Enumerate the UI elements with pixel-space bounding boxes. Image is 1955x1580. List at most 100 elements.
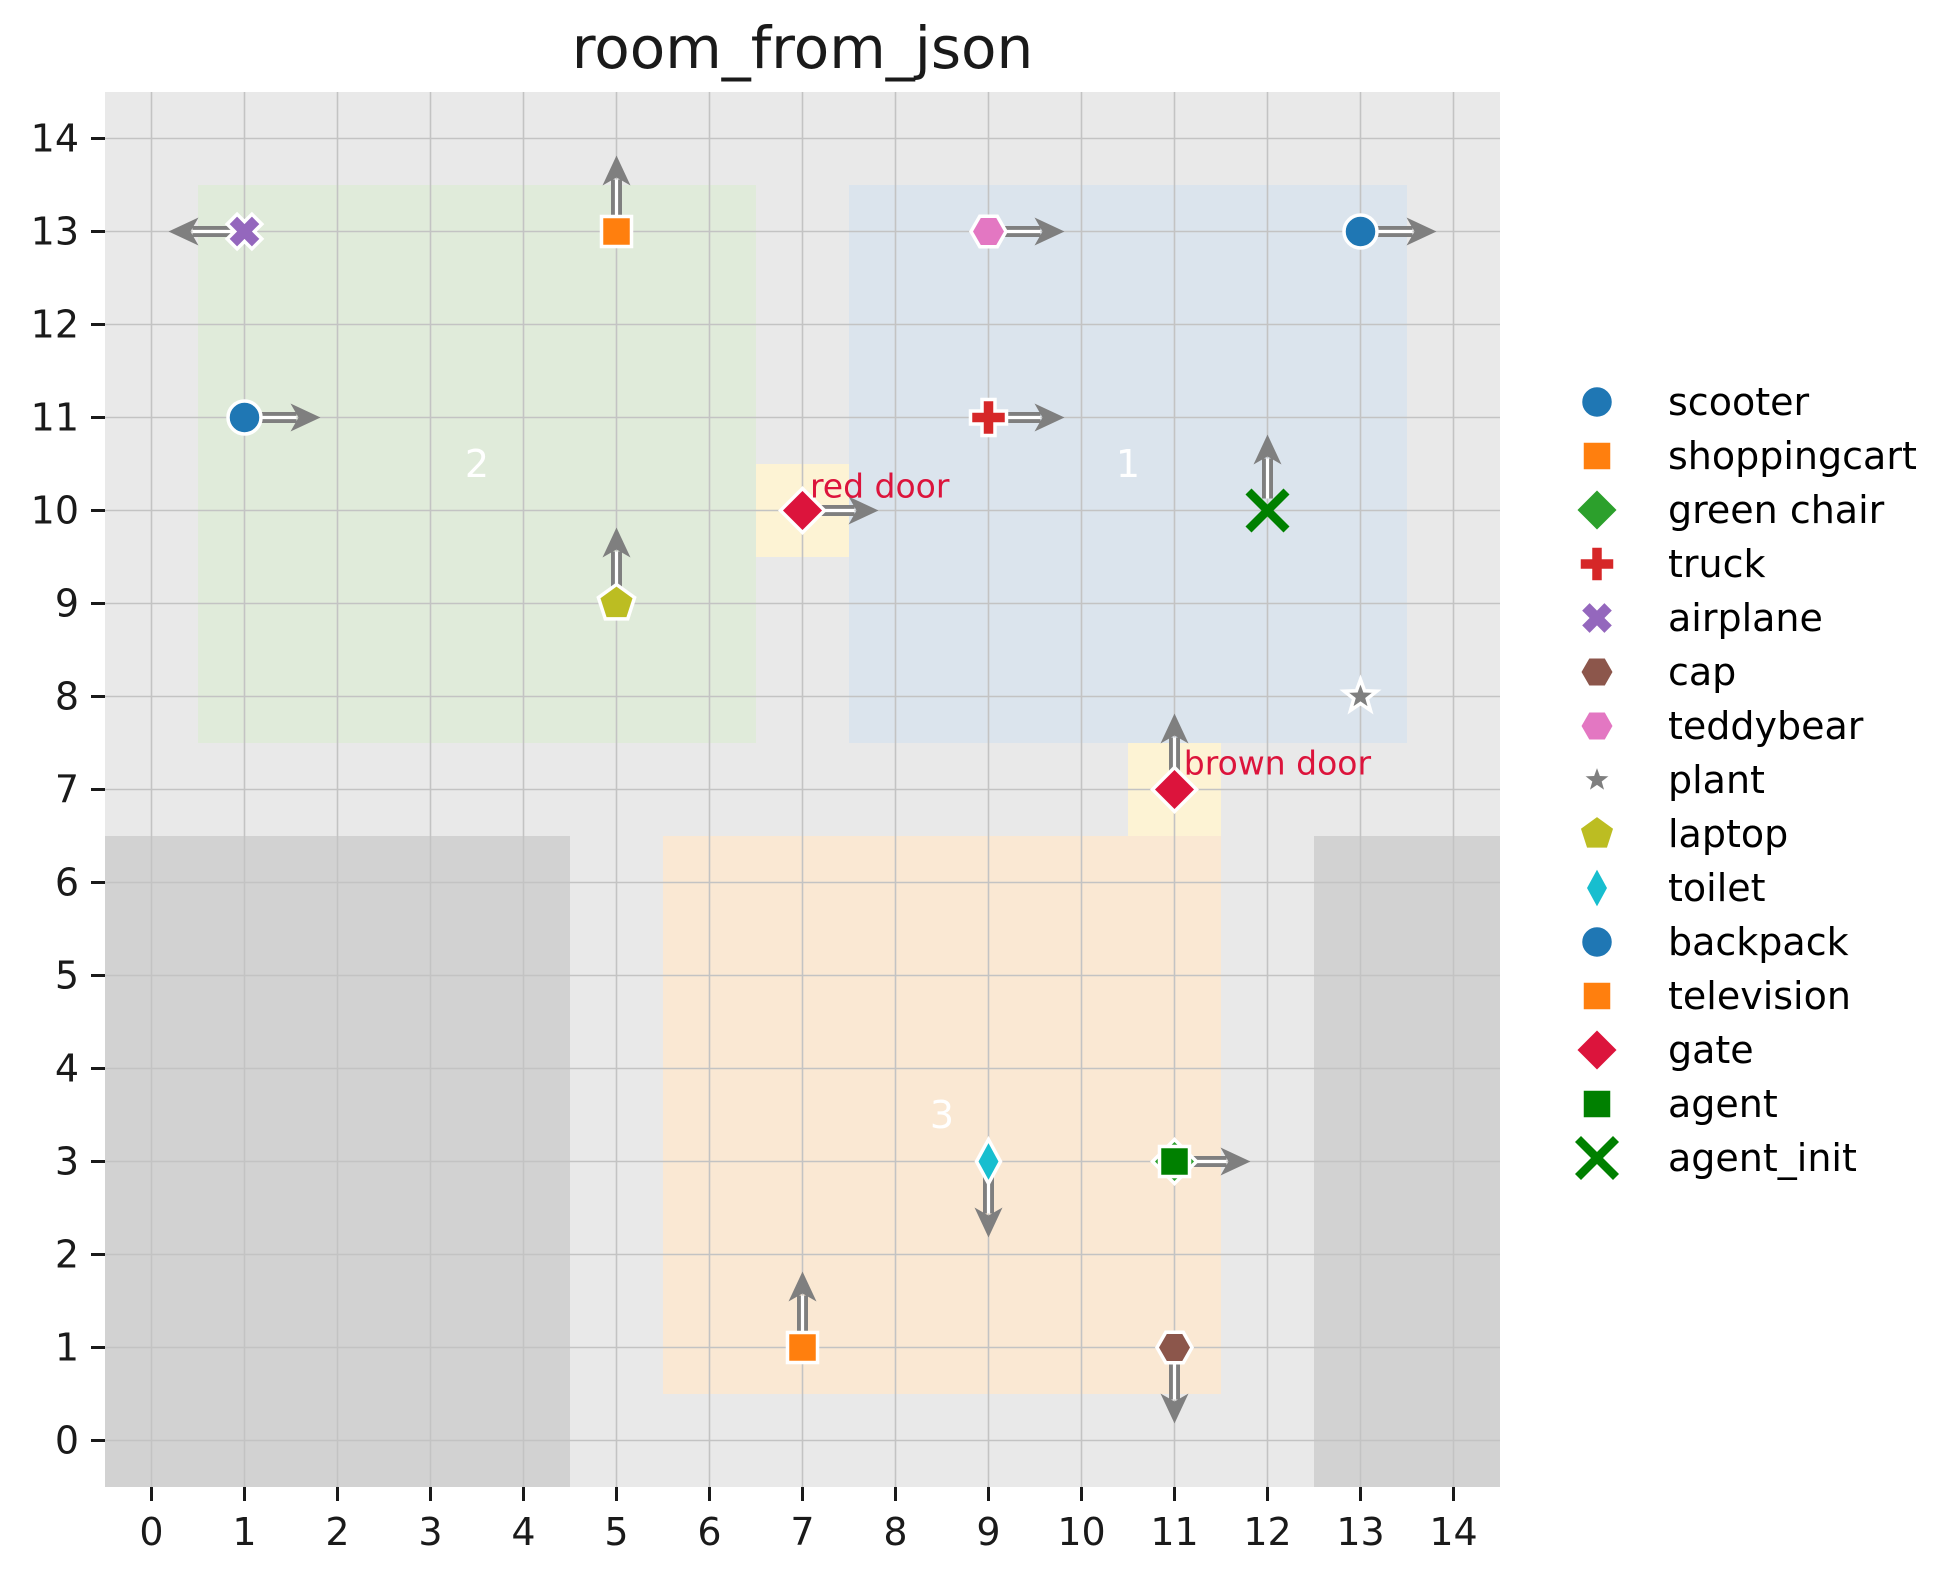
marker-teddybear — [968, 214, 1009, 249]
x-tick-label: 5 — [604, 1510, 628, 1554]
room-region-2 — [198, 185, 756, 743]
x-tick-label: 1 — [232, 1510, 256, 1554]
x-tick-label: 10 — [1057, 1510, 1105, 1554]
legend-marker-toilet — [1583, 862, 1611, 914]
room-label-3: 3 — [930, 1093, 954, 1137]
x-tick-label: 13 — [1336, 1510, 1384, 1554]
legend-label: cap — [1668, 650, 1736, 694]
door-label: brown door — [1184, 744, 1372, 783]
y-tick-label: 4 — [55, 1047, 79, 1091]
marker-television — [785, 1330, 820, 1365]
door-label: red door — [810, 466, 950, 505]
x-tick-label: 14 — [1429, 1510, 1477, 1554]
legend-item-toilet: toilet — [1668, 866, 1766, 910]
legend-marker-television — [1580, 979, 1614, 1013]
marker-agent_init — [1245, 488, 1290, 533]
legend-item-plant: plant — [1668, 758, 1765, 802]
legend-item-truck: truck — [1668, 542, 1766, 586]
legend-marker-laptop — [1576, 812, 1618, 852]
y-tick-label: 9 — [55, 582, 79, 626]
room-label-1: 1 — [1116, 442, 1140, 486]
marker-airplane — [224, 211, 265, 252]
legend-label: truck — [1668, 542, 1766, 586]
legend-item-television: television — [1668, 974, 1851, 1018]
legend-item-shoppingcart: shoppingcart — [1668, 434, 1917, 478]
x-tick-label: 8 — [883, 1510, 907, 1554]
orientation-arrow-airplane — [168, 217, 233, 246]
x-tick-label: 9 — [976, 1510, 1000, 1554]
marker-backpack — [1342, 213, 1379, 250]
marker-cap — [1154, 1330, 1195, 1365]
legend-item-scooter: scooter — [1668, 380, 1809, 424]
legend-marker-teddybear — [1577, 709, 1617, 743]
y-tick-label: 6 — [55, 861, 79, 905]
legend-label: television — [1668, 974, 1851, 1018]
y-tick-label: 11 — [31, 396, 79, 440]
legend-label: agent — [1668, 1082, 1778, 1126]
x-tick-label: 2 — [325, 1510, 349, 1554]
y-tick-label: 2 — [55, 1233, 79, 1277]
room-region-1 — [849, 185, 1407, 743]
y-tick-label: 13 — [31, 210, 79, 254]
marker-scooter — [226, 399, 263, 436]
x-tick-label: 0 — [139, 1510, 163, 1554]
legend-marker-gate — [1572, 1025, 1622, 1075]
orientation-arrow-backpack — [1372, 217, 1437, 246]
legend-label: gate — [1668, 1028, 1754, 1072]
orientation-arrow-shoppingcart — [602, 155, 631, 220]
x-tick-label: 3 — [418, 1510, 442, 1554]
y-tick-label: 5 — [55, 954, 79, 998]
x-tick-label: 6 — [697, 1510, 721, 1554]
y-tick-label: 10 — [31, 489, 79, 533]
orientation-arrow-television — [788, 1271, 817, 1336]
legend-marker-airplane — [1577, 598, 1617, 638]
marker-shoppingcart — [599, 214, 634, 249]
legend-item-teddybear: teddybear — [1668, 704, 1864, 748]
legend-label: green chair — [1668, 488, 1885, 532]
marker-laptop — [596, 582, 637, 621]
legend-label: airplane — [1668, 596, 1823, 640]
legend-item-cap: cap — [1668, 650, 1736, 694]
legend-marker-cap — [1577, 655, 1617, 689]
legend-label: backpack — [1668, 920, 1849, 964]
plot-title: room_from_json — [571, 14, 1034, 82]
orientation-arrow-scooter — [256, 403, 321, 432]
legend-item-agent: agent — [1668, 1082, 1778, 1126]
marker-truck — [968, 397, 1009, 438]
legend-label: teddybear — [1668, 704, 1864, 748]
marker-agent — [1157, 1144, 1192, 1179]
marker-gate-red-door — [778, 486, 827, 535]
legend-item-airplane: airplane — [1668, 596, 1823, 640]
legend-marker-agent — [1580, 1087, 1614, 1121]
marker-plant — [1339, 674, 1382, 715]
legend-marker-scooter — [1578, 383, 1616, 421]
legend-marker-backpack — [1578, 923, 1616, 961]
legend-label: scooter — [1668, 380, 1809, 424]
legend-item-agent-init: agent_init — [1668, 1136, 1857, 1180]
legend-label: agent_init — [1668, 1136, 1857, 1180]
legend-label: toilet — [1668, 866, 1766, 910]
y-tick-label: 3 — [55, 1140, 79, 1184]
y-tick-label: 14 — [31, 117, 79, 161]
x-tick-label: 4 — [511, 1510, 535, 1554]
orientation-arrow-cap — [1160, 1359, 1189, 1424]
x-tick-label: 12 — [1243, 1510, 1291, 1554]
y-tick-label: 12 — [31, 303, 79, 347]
orientation-arrow-agent_init — [1253, 434, 1282, 499]
y-tick-label: 1 — [55, 1326, 79, 1370]
legend-marker-green-chair — [1572, 485, 1622, 535]
legend-marker-truck — [1577, 544, 1617, 584]
legend-item-gate: gate — [1668, 1028, 1754, 1072]
y-tick-label: 0 — [55, 1419, 79, 1463]
legend-marker-shoppingcart — [1580, 439, 1614, 473]
legend-marker-agent-init — [1574, 1135, 1620, 1181]
legend-label: laptop — [1668, 812, 1788, 856]
legend-marker-plant — [1575, 757, 1619, 798]
marker-toilet — [974, 1135, 1003, 1188]
legend-label: plant — [1668, 758, 1765, 802]
marker-gate-brown-door — [1150, 765, 1199, 814]
x-tick-label: 7 — [790, 1510, 814, 1554]
x-tick-label: 11 — [1150, 1510, 1198, 1554]
